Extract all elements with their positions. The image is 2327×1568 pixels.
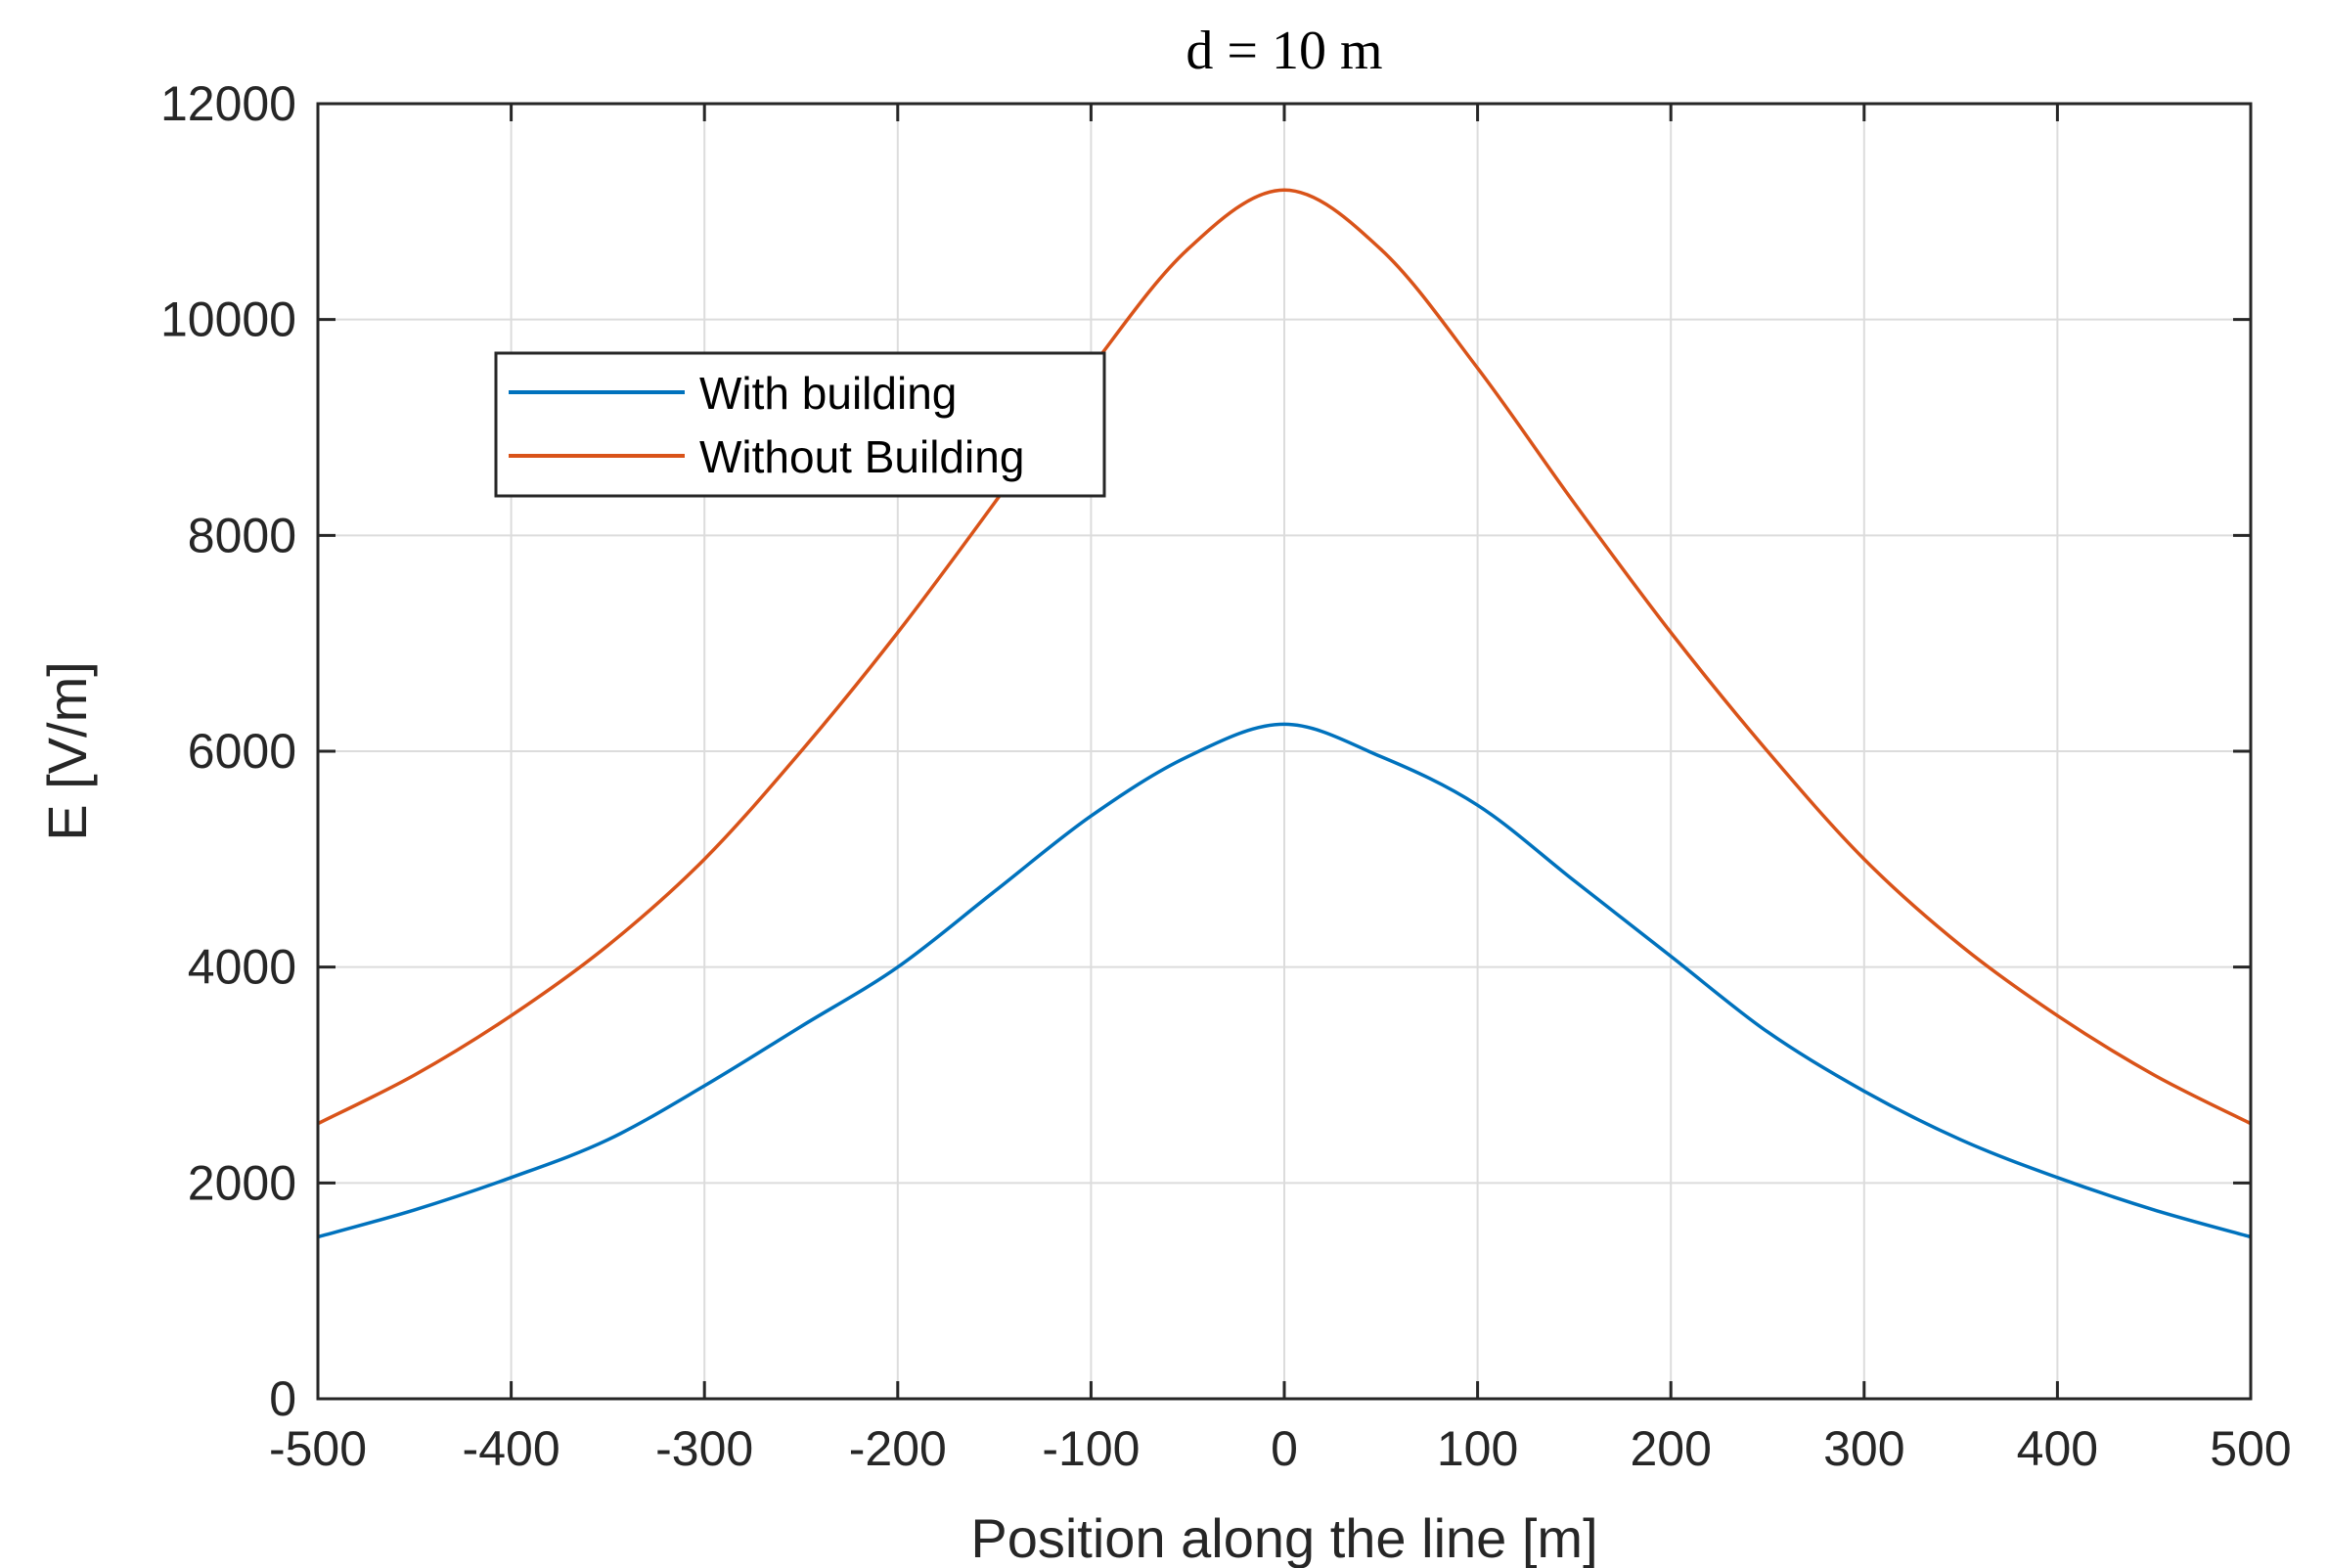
legend-label-without-building: Without Building (699, 431, 1024, 482)
series-layer (317, 188, 2252, 1239)
x-axis-label: Position along the line [m] (970, 1507, 1597, 1568)
x-tick-label: 0 (1271, 1421, 1298, 1476)
series-line-without-building (317, 188, 2252, 1126)
x-tick-label: 100 (1437, 1421, 1518, 1476)
x-tick-label: 200 (1630, 1421, 1711, 1476)
legend-label-with-building: With building (699, 368, 957, 419)
series-line-with-building (317, 722, 2252, 1239)
legend: With building Without Building (494, 351, 1106, 498)
x-tick-label: -300 (655, 1421, 753, 1476)
y-tick-label: 4000 (188, 940, 296, 995)
x-tick-label: -200 (849, 1421, 947, 1476)
y-tick-label: 6000 (188, 724, 296, 779)
y-tick-label: 0 (269, 1371, 296, 1426)
legend-box (494, 351, 1106, 498)
x-tick-label: 400 (2017, 1421, 2098, 1476)
ticks: -500 -400 -300 -200 -100 0 100 200 300 400 500 0 200… (160, 76, 2292, 1476)
x-tick-label: -100 (1042, 1421, 1140, 1476)
y-tick-label: 2000 (188, 1155, 296, 1210)
x-tick-label: -400 (463, 1421, 560, 1476)
x-tick-label: 300 (1823, 1421, 1904, 1476)
y-tick-label: 12000 (160, 76, 296, 131)
y-tick-label: 10000 (160, 292, 296, 347)
x-tick-label: -500 (269, 1421, 367, 1476)
chart-title: d = 10 m (1186, 21, 1382, 81)
x-tick-label: 500 (2210, 1421, 2291, 1476)
y-axis-label: E [V/m] (36, 661, 98, 841)
y-tick-label: 8000 (188, 508, 296, 562)
